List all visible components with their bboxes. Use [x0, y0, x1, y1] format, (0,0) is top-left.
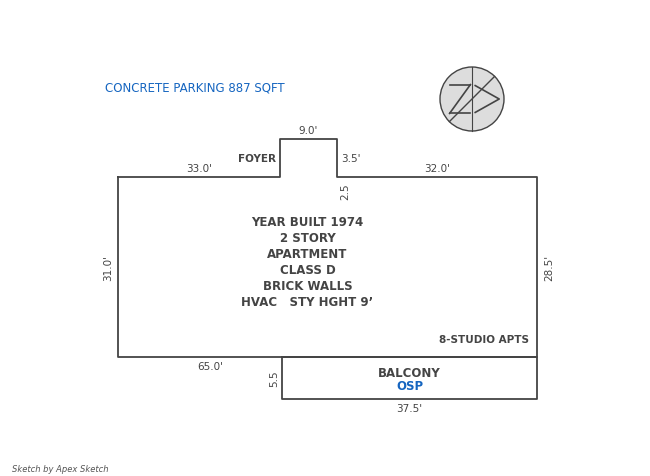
Text: 33.0': 33.0'	[186, 164, 212, 174]
Text: 2 STORY: 2 STORY	[280, 232, 335, 245]
Text: 31.0': 31.0'	[103, 255, 113, 280]
Text: YEAR BUILT 1974: YEAR BUILT 1974	[252, 216, 363, 229]
Text: 5.5: 5.5	[269, 370, 279, 387]
Text: 3.5': 3.5'	[341, 154, 361, 164]
Text: OSP: OSP	[396, 380, 423, 393]
Text: 8-STUDIO APTS: 8-STUDIO APTS	[439, 334, 529, 344]
Text: HVAC   STY HGHT 9’: HVAC STY HGHT 9’	[241, 296, 374, 309]
Text: 37.5': 37.5'	[396, 403, 422, 413]
Text: 9.0': 9.0'	[299, 126, 318, 136]
Text: 28.5': 28.5'	[544, 254, 554, 280]
Text: 65.0': 65.0'	[197, 361, 223, 371]
Text: CLASS D: CLASS D	[280, 264, 335, 277]
Text: APARTMENT: APARTMENT	[267, 248, 348, 261]
Text: FOYER: FOYER	[238, 154, 276, 164]
Text: BALCONY: BALCONY	[378, 367, 441, 380]
Text: CONCRETE PARKING 887 SQFT: CONCRETE PARKING 887 SQFT	[105, 81, 285, 94]
Text: 2.5: 2.5	[340, 183, 350, 200]
Text: BRICK WALLS: BRICK WALLS	[263, 280, 352, 293]
Circle shape	[440, 68, 504, 132]
Text: Sketch by Apex Sketch: Sketch by Apex Sketch	[12, 465, 109, 474]
Text: 32.0': 32.0'	[424, 164, 450, 174]
